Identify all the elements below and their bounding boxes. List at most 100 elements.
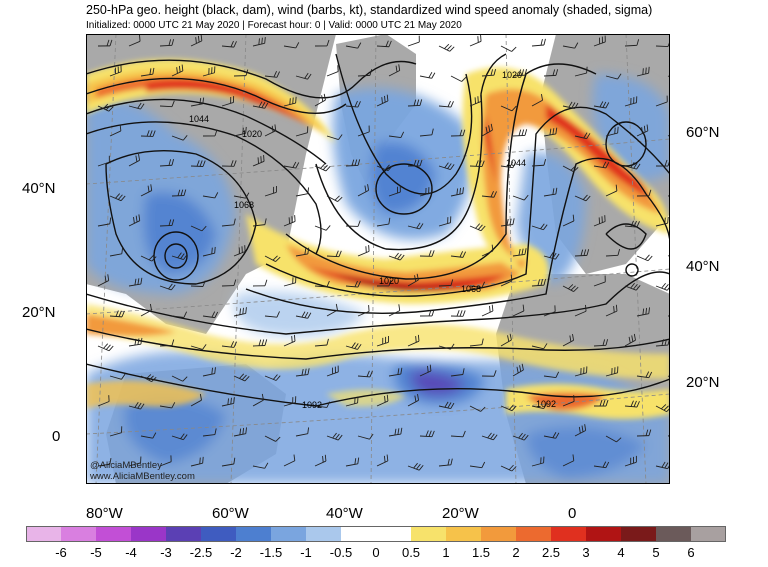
wind-barb (388, 131, 405, 138)
wind-barb (438, 401, 455, 410)
wind-barb (388, 427, 403, 437)
wind-barb (562, 214, 575, 227)
wind-barb (128, 34, 141, 47)
wind-barb (438, 100, 454, 108)
colorbar-swatch (656, 526, 692, 542)
wind-barb (264, 255, 281, 262)
wind-barb (233, 427, 247, 437)
colorbar-label: 0.5 (401, 545, 421, 560)
wind-barb (264, 311, 280, 318)
wind-barb (357, 69, 373, 77)
wind-barb (252, 101, 269, 109)
colorbar-swatch (341, 526, 377, 542)
wind-barb (159, 283, 176, 291)
wind-barb (512, 248, 527, 257)
wind-barb (481, 304, 494, 317)
colorbar-swatch (411, 526, 447, 542)
wind-barb (140, 184, 153, 197)
wind-barb (512, 194, 529, 201)
colorbar-swatch (446, 526, 482, 542)
wind-barb (481, 370, 497, 377)
colorbar-swatch (26, 526, 62, 542)
wind-barb (500, 105, 517, 112)
wind-barb (202, 192, 219, 199)
wind-barb (562, 101, 579, 110)
wind-barb (605, 126, 619, 137)
wind-barb (171, 135, 188, 141)
wind-barb (97, 155, 110, 167)
height-contours (86, 53, 670, 407)
wind-barb (202, 311, 219, 319)
wind-barb (233, 126, 247, 137)
contour-label: 1020 (502, 70, 522, 80)
wind-barb (252, 393, 264, 407)
wind-barb (419, 71, 436, 79)
wind-barb (500, 274, 513, 287)
wind-barb (264, 435, 281, 442)
wind-barb (159, 39, 175, 47)
wind-barb (345, 220, 361, 227)
wind-barb (252, 218, 267, 227)
wind-barb (500, 404, 517, 412)
wind-barb (159, 455, 172, 467)
wind-barb (190, 34, 203, 47)
colorbar-swatch (166, 526, 202, 542)
wind-barb (314, 454, 327, 467)
wind-barb (140, 303, 152, 317)
wind-barb (543, 432, 560, 439)
wind-barb (419, 186, 433, 197)
wind-barb (109, 124, 122, 137)
wind-barb (283, 454, 296, 467)
wind-barb (562, 454, 575, 467)
wind-barb (159, 219, 175, 227)
wind-barb (221, 397, 235, 407)
wind-barb (314, 338, 329, 347)
wind-barb (574, 424, 587, 437)
wind-barb (264, 71, 280, 78)
wind-barb (500, 218, 515, 227)
wind-barb (574, 249, 590, 257)
wind-barb (171, 252, 188, 261)
wind-barb (469, 461, 486, 469)
wind-barb (655, 216, 669, 227)
wind-barb (574, 132, 591, 140)
colorbar-swatch (131, 526, 167, 542)
lat-label-right: 40°N (686, 258, 720, 275)
wind-barb (543, 187, 558, 197)
wind-barb (562, 395, 575, 407)
wind-barb (469, 95, 482, 107)
wind-barb (283, 276, 297, 287)
wind-barb (128, 102, 145, 110)
lat-label-left: 0 (52, 428, 61, 445)
colorbar-label: -3 (160, 545, 172, 560)
colorbar-swatch (621, 526, 657, 542)
contour-label: 1044 (506, 158, 526, 168)
wind-barb (221, 341, 238, 348)
wind-barb (512, 129, 528, 137)
wind-barb (624, 162, 641, 170)
wind-barb (593, 399, 609, 407)
contour-label: 1092 (536, 399, 556, 409)
wind-barb (636, 307, 650, 317)
wind-barb (357, 125, 370, 137)
wind-barb (450, 430, 466, 438)
wind-barb (140, 67, 155, 77)
wind-barb (345, 457, 360, 467)
wind-barb (190, 97, 205, 107)
wind-barb (326, 365, 339, 377)
contour-label: 1044 (189, 114, 209, 124)
wind-barb (624, 400, 640, 408)
wind-barb (469, 281, 486, 288)
wind-barb (252, 155, 265, 167)
wind-barb (159, 339, 175, 347)
wind-barb (326, 134, 343, 141)
wind-barb (109, 247, 124, 257)
wind-barb (97, 217, 112, 227)
wind-barb (326, 65, 339, 77)
colorbar-swatch (306, 526, 342, 542)
colorbar-label: 5 (652, 545, 660, 560)
wind-barb (481, 68, 497, 77)
wind-barb (543, 69, 559, 77)
colorbar-swatch (96, 526, 132, 542)
wind-barb (345, 280, 361, 288)
